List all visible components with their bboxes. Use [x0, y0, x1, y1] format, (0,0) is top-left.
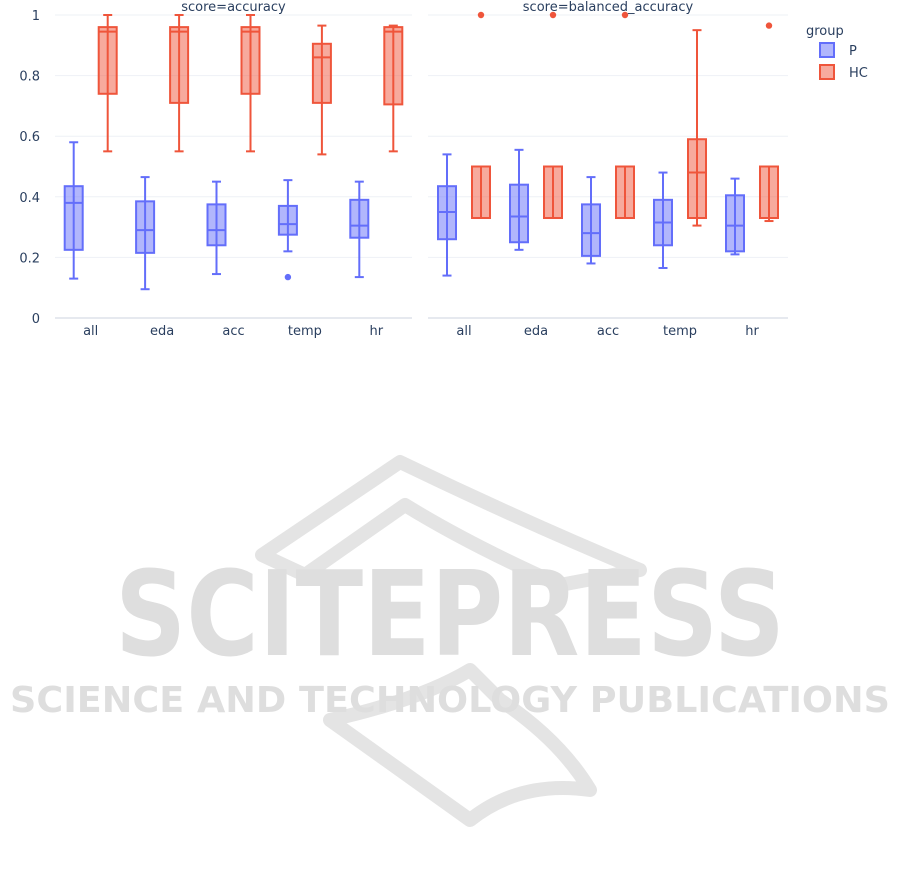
- box-0-P-hr: [349, 198, 370, 239]
- box-0-HC-acc: [240, 26, 261, 95]
- legend-item-P: P: [819, 42, 857, 59]
- box-1-P-eda: [509, 183, 529, 244]
- y-tick-label-4: 0.8: [19, 70, 40, 85]
- watermark-brand: SCITEPRESS: [115, 545, 785, 683]
- y-tick-label-3: 0.6: [19, 130, 40, 145]
- legend-label-P: P: [849, 44, 857, 59]
- box-0-P-eda: [135, 200, 156, 254]
- box-0-HC-hr: [383, 26, 404, 106]
- x-tick-label-0-3: temp: [288, 324, 322, 339]
- legend-title: group: [806, 24, 844, 39]
- outlier-1-HC-acc-0: [621, 11, 629, 19]
- y-tick-label-5: 1: [32, 9, 40, 24]
- x-tick-label-1-0: all: [456, 324, 471, 339]
- box-0-P-all: [63, 185, 84, 251]
- box-1-HC-eda: [543, 165, 563, 220]
- legend-swatch-HC: [819, 64, 835, 80]
- x-tick-label-1-2: acc: [597, 324, 619, 339]
- panel-title-1: score=balanced_accuracy: [523, 0, 694, 15]
- box-1-P-acc: [581, 203, 601, 257]
- watermark-book-lower: [323, 663, 597, 827]
- box-1-P-hr: [725, 194, 745, 253]
- outlier-1-HC-eda-0: [549, 11, 557, 19]
- legend-label-HC: HC: [849, 66, 868, 81]
- outlier-1-HC-hr-0: [765, 22, 773, 29]
- x-tick-label-0-2: acc: [222, 324, 244, 339]
- box-1-HC-hr: [759, 165, 779, 220]
- outlier-1-HC-all-0: [477, 11, 485, 19]
- box-1-HC-acc: [615, 165, 635, 220]
- panel-title-0: score=accuracy: [181, 0, 286, 15]
- x-tick-label-1-4: hr: [745, 324, 759, 339]
- y-tick-label-2: 0.4: [19, 191, 40, 206]
- x-tick-label-0-0: all: [83, 324, 98, 339]
- legend-swatch-P: [819, 42, 835, 58]
- outlier-0-P-temp-0: [284, 273, 292, 281]
- legend-item-HC: HC: [819, 64, 868, 81]
- boxes: [63, 11, 779, 291]
- y-tick-label-1: 0.2: [19, 251, 40, 266]
- box-0-P-temp: [277, 204, 298, 236]
- box-0-HC-temp: [311, 42, 332, 104]
- panel-titles: score=accuracy score=balanced_accuracy: [181, 0, 693, 15]
- x-tick-label-0-1: eda: [150, 324, 174, 339]
- x-tick-label-1-3: temp: [663, 324, 697, 339]
- box-1-HC-all: [471, 165, 491, 220]
- watermark-book-outline: [255, 455, 647, 592]
- watermark-tagline: SCIENCE AND TECHNOLOGY PUBLICATIONS: [10, 680, 890, 721]
- y-tick-label-0: 0: [32, 312, 40, 327]
- x-tick-label-1-1: eda: [524, 324, 548, 339]
- legend: group P HC: [806, 24, 868, 81]
- grid-lines: [55, 14, 788, 319]
- x-tick-label-0-4: hr: [370, 324, 384, 339]
- box-0-HC-all: [97, 26, 118, 95]
- box-0-P-acc: [206, 203, 227, 247]
- box-1-HC-temp: [687, 138, 707, 220]
- axes: 0 0.2 0.4 0.6 0.8 1 all eda acc temp hr all eda acc te…: [19, 9, 759, 339]
- box-0-HC-eda: [169, 26, 190, 104]
